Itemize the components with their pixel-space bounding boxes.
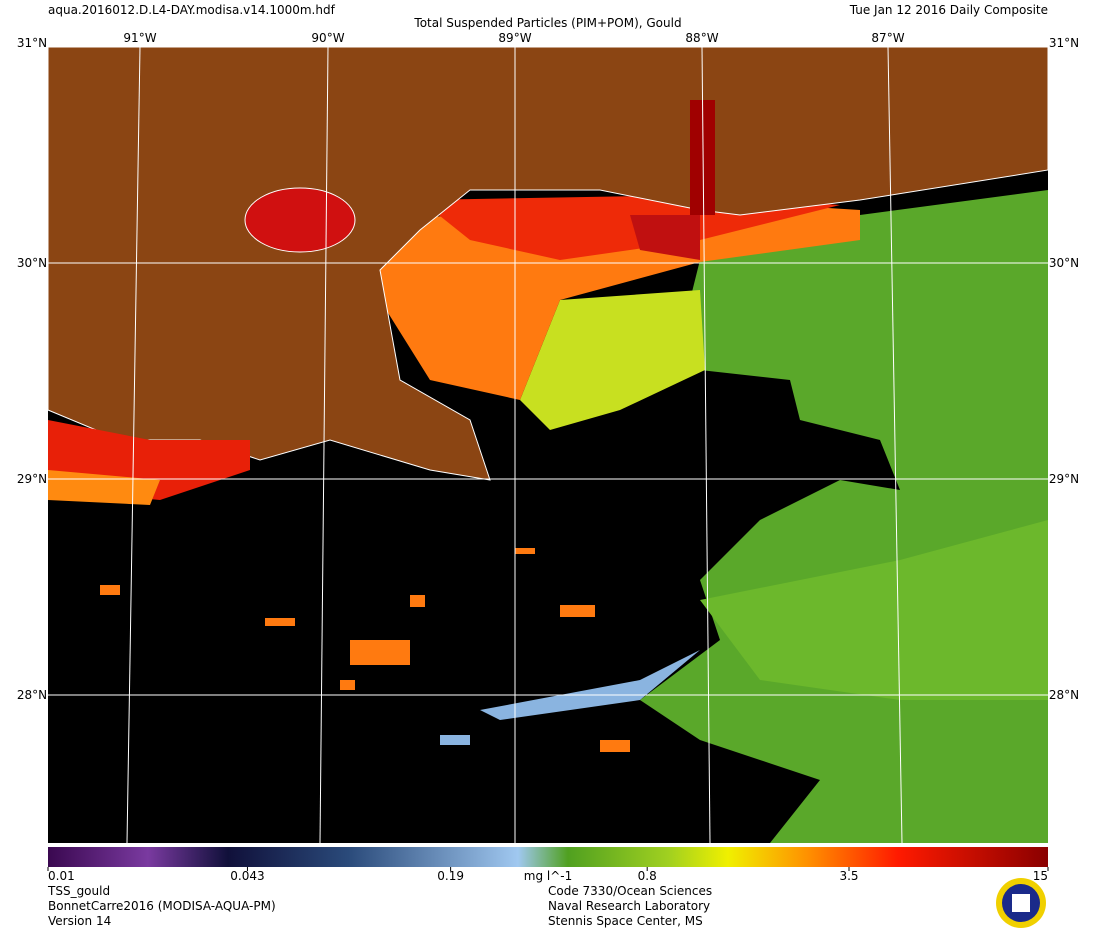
lat-label: 29°N	[1049, 472, 1079, 486]
colorbar-tick-label: 0.043	[230, 869, 264, 883]
lon-label: 91°W	[123, 31, 156, 45]
filename: aqua.2016012.D.L4-DAY.modisa.v14.1000m.h…	[48, 3, 336, 17]
footer-left: Version 14	[48, 914, 111, 928]
colorbar-tick-label: 0.19	[437, 869, 464, 883]
colorbar-unit: mg l^-1	[524, 869, 572, 883]
colorbar-tick-label: 3.5	[839, 869, 858, 883]
colorbar-tick-label: 0.01	[48, 869, 75, 883]
date: Tue Jan 12 2016 Daily Composite	[849, 3, 1048, 17]
lon-label: 89°W	[498, 31, 531, 45]
footer-left: TSS_gould	[47, 884, 110, 898]
graticule	[48, 46, 1048, 844]
nrl-logo	[996, 878, 1046, 928]
lon-label: 88°W	[685, 31, 718, 45]
lat-label: 28°N	[17, 688, 47, 702]
lat-label: 30°N	[17, 256, 47, 270]
colorbar	[48, 847, 1048, 867]
footer-left: BonnetCarre2016 (MODISA-AQUA-PM)	[48, 899, 276, 913]
lat-label: 29°N	[17, 472, 47, 486]
title: Total Suspended Particles (PIM+POM), Gou…	[413, 16, 681, 30]
lon-label: 90°W	[311, 31, 344, 45]
lat-label: 28°N	[1049, 688, 1079, 702]
colorbar-tick-label: 0.8	[638, 869, 657, 883]
footer-right: Naval Research Laboratory	[548, 899, 710, 913]
colorbar-tick-label: 15	[1033, 869, 1048, 883]
map	[47, 46, 1049, 844]
lat-label: 31°N	[17, 36, 47, 50]
lon-label: 87°W	[871, 31, 904, 45]
footer-right: Code 7330/Ocean Sciences	[548, 884, 712, 898]
lat-label: 31°N	[1049, 36, 1079, 50]
footer-right: Stennis Space Center, MS	[548, 914, 703, 928]
lat-label: 30°N	[1049, 256, 1079, 270]
